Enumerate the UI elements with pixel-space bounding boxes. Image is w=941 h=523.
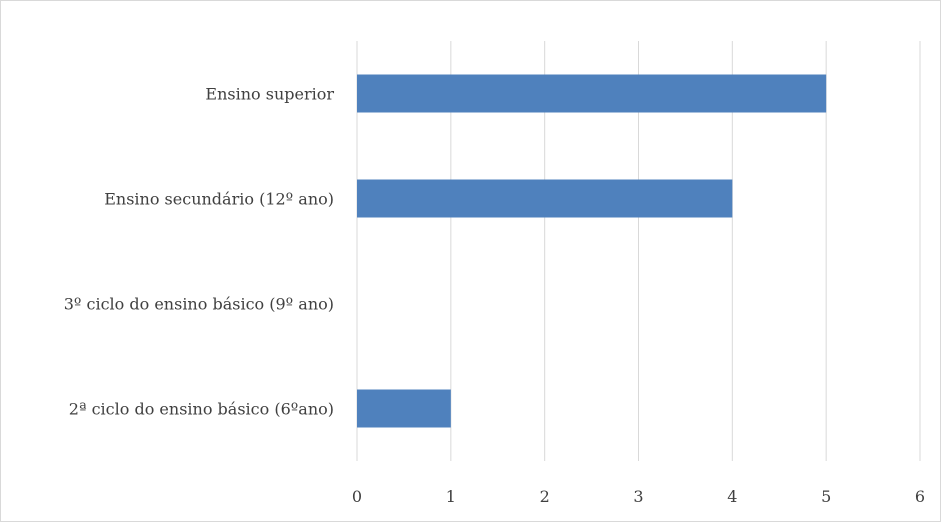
x-tick-label-3: 3 (633, 487, 643, 506)
category-label-2: Ensino secundário (12º ano) (104, 190, 334, 209)
category-labels: Ensino superior Ensino secundário (12º an… (64, 85, 335, 419)
bar-1 (357, 74, 827, 113)
x-tick-labels: 0 1 2 3 4 5 6 (352, 487, 925, 506)
bar-4 (357, 389, 451, 428)
x-tick-label-1: 1 (446, 487, 456, 506)
x-tick-label-4: 4 (727, 487, 737, 506)
x-tick-label-2: 2 (540, 487, 550, 506)
category-label-1: Ensino superior (205, 85, 334, 104)
bar-2 (357, 179, 733, 218)
category-label-3: 3º ciclo do ensino básico (9º ano) (64, 295, 334, 314)
x-tick-label-5: 5 (821, 487, 831, 506)
x-tick-label-0: 0 (352, 487, 362, 506)
category-label-4: 2ª ciclo do ensino básico (6ºano) (69, 400, 334, 419)
x-tick-label-6: 6 (915, 487, 925, 506)
bars (357, 74, 827, 428)
